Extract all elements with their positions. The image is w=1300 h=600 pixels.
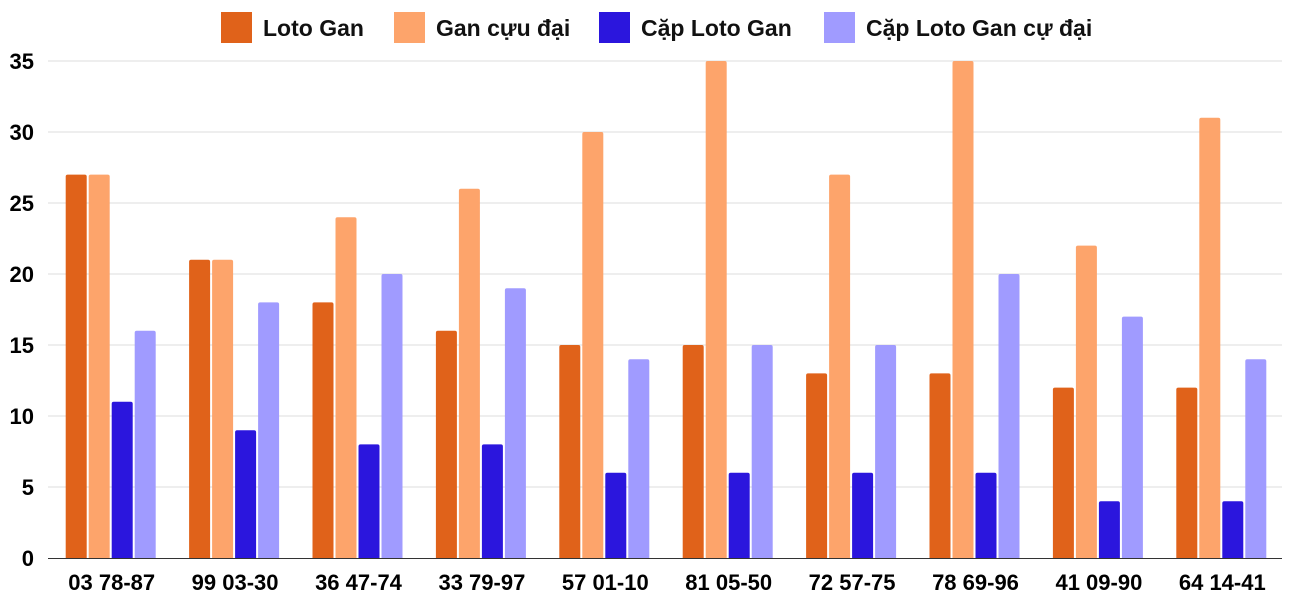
bar-c-p-loto-gan-3 — [481, 444, 503, 558]
bar-gan-c-u-i-9 — [1199, 117, 1221, 559]
bar-c-p-loto-gan-c-i-7 — [998, 274, 1020, 558]
legend-label: Cặp Loto Gan — [641, 15, 792, 41]
x-axis: 03 78-87 99 03-30 36 47-74 33 79-97 57 01-10… — [68, 570, 1265, 595]
x-tick-label: 78 69-96 — [932, 570, 1019, 595]
bar-gan-c-u-i-3 — [458, 188, 480, 559]
gridlines — [48, 60, 1282, 559]
legend-label: Loto Gan — [263, 15, 364, 41]
y-tick-label: 20 — [10, 262, 34, 287]
bar-loto-gan-7 — [929, 373, 951, 558]
bar-gan-c-u-i-8 — [1075, 245, 1097, 558]
y-axis: 0 5 10 15 20 25 30 35 — [10, 49, 34, 571]
x-tick-label: 64 14-41 — [1179, 570, 1266, 595]
legend-label: Gan cựu đại — [436, 15, 570, 41]
bar-loto-gan-0 — [65, 174, 87, 558]
legend-label: Cặp Loto Gan cự đại — [866, 15, 1092, 41]
x-tick-label: 81 05-50 — [685, 570, 772, 595]
bar-c-p-loto-gan-9 — [1222, 501, 1244, 558]
y-tick-label: 35 — [10, 49, 34, 74]
bar-c-p-loto-gan-c-i-0 — [134, 330, 156, 558]
bar-loto-gan-8 — [1052, 387, 1074, 558]
bar-loto-gan-5 — [682, 345, 704, 558]
bar-loto-gan-1 — [189, 259, 211, 558]
bar-loto-gan-9 — [1176, 387, 1198, 558]
bar-loto-gan-4 — [559, 345, 581, 558]
bar-c-p-loto-gan-5 — [728, 472, 750, 558]
legend-swatch — [599, 12, 630, 43]
bar-gan-c-u-i-7 — [952, 61, 974, 558]
bar-c-p-loto-gan-c-i-9 — [1245, 359, 1267, 558]
y-tick-label: 5 — [22, 475, 34, 500]
bar-gan-c-u-i-4 — [582, 132, 604, 558]
bar-gan-c-u-i-2 — [335, 217, 357, 558]
x-tick-label: 36 47-74 — [315, 570, 403, 595]
legend-swatch — [824, 12, 855, 43]
bar-loto-gan-3 — [435, 330, 457, 558]
bar-loto-gan-6 — [806, 373, 828, 558]
y-tick-label: 25 — [10, 191, 34, 216]
legend-swatch — [221, 12, 252, 43]
bar-c-p-loto-gan-0 — [111, 401, 133, 558]
bar-c-p-loto-gan-c-i-8 — [1121, 316, 1143, 558]
bar-c-p-loto-gan-c-i-2 — [381, 274, 403, 558]
bar-c-p-loto-gan-c-i-4 — [628, 359, 650, 558]
bar-gan-c-u-i-1 — [212, 259, 234, 558]
legend-swatch — [394, 12, 425, 43]
y-tick-label: 0 — [22, 546, 34, 571]
x-tick-label: 57 01-10 — [562, 570, 649, 595]
bar-gan-c-u-i-5 — [705, 61, 727, 558]
bar-c-p-loto-gan-c-i-1 — [258, 302, 280, 558]
bar-c-p-loto-gan-c-i-6 — [875, 345, 897, 558]
bar-c-p-loto-gan-6 — [852, 472, 874, 558]
bar-c-p-loto-gan-7 — [975, 472, 997, 558]
bar-gan-c-u-i-6 — [829, 174, 851, 558]
bar-c-p-loto-gan-2 — [358, 444, 380, 558]
bar-c-p-loto-gan-8 — [1098, 501, 1120, 558]
y-tick-label: 30 — [10, 120, 34, 145]
bar-c-p-loto-gan-1 — [235, 430, 257, 558]
x-tick-label: 41 09-90 — [1055, 570, 1142, 595]
x-tick-label: 72 57-75 — [809, 570, 896, 595]
bar-loto-gan-2 — [312, 302, 334, 558]
x-tick-label: 99 03-30 — [192, 570, 279, 595]
bars — [65, 61, 1267, 559]
bar-gan-c-u-i-0 — [88, 174, 110, 558]
x-tick-label: 03 78-87 — [68, 570, 155, 595]
x-tick-label: 33 79-97 — [438, 570, 525, 595]
y-tick-label: 15 — [10, 333, 34, 358]
bar-c-p-loto-gan-c-i-3 — [504, 288, 526, 558]
legend: Loto Gan Gan cựu đại Cặp Loto Gan Cặp Loto … — [221, 12, 1092, 43]
y-tick-label: 10 — [10, 404, 34, 429]
bar-c-p-loto-gan-4 — [605, 472, 627, 558]
bar-c-p-loto-gan-c-i-5 — [751, 345, 773, 558]
